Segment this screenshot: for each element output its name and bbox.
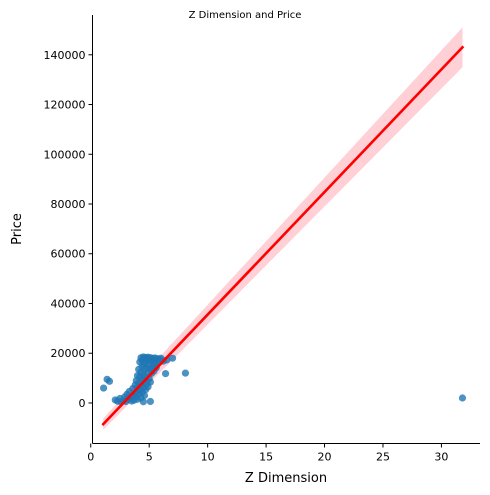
data-point (100, 384, 108, 392)
regression-line-layer (101, 45, 465, 426)
regression-line (101, 45, 465, 426)
y-tick-label: 60000 (51, 248, 86, 261)
y-tick-label: 20000 (51, 347, 86, 360)
x-ticks: 0 5 10 15 20 25 30 (87, 443, 448, 464)
data-point (139, 398, 147, 406)
x-tick-label: 20 (318, 451, 332, 464)
x-tick-label: 25 (376, 451, 390, 464)
y-tick-label: 40000 (51, 297, 86, 310)
y-ticks: 0 20000 40000 60000 80000 100000 120000 140000 (44, 49, 93, 410)
data-point (140, 391, 149, 400)
data-point (146, 378, 154, 386)
data-point (161, 370, 170, 378)
y-tick-label: 120000 (44, 99, 86, 112)
x-tick-label: 30 (434, 451, 448, 464)
x-tick-label: 5 (146, 451, 153, 464)
y-tick-label: 100000 (44, 148, 86, 161)
data-point (168, 354, 177, 362)
y-tick-label: 140000 (44, 49, 86, 62)
x-tick-label: 10 (201, 451, 215, 464)
chart-title: Z Dimension and Price (189, 10, 302, 21)
data-point (146, 397, 154, 406)
data-point (181, 369, 190, 377)
x-tick-label: 15 (259, 451, 273, 464)
y-tick-label: 80000 (51, 198, 86, 211)
x-tick-label: 0 (87, 451, 94, 464)
y-tick-label: 0 (79, 397, 86, 410)
axes-layer (92, 15, 480, 444)
y-axis-label: Price (10, 213, 25, 245)
x-axis-label: Z Dimension (245, 471, 327, 486)
data-point (105, 377, 114, 385)
data-point (458, 394, 467, 402)
